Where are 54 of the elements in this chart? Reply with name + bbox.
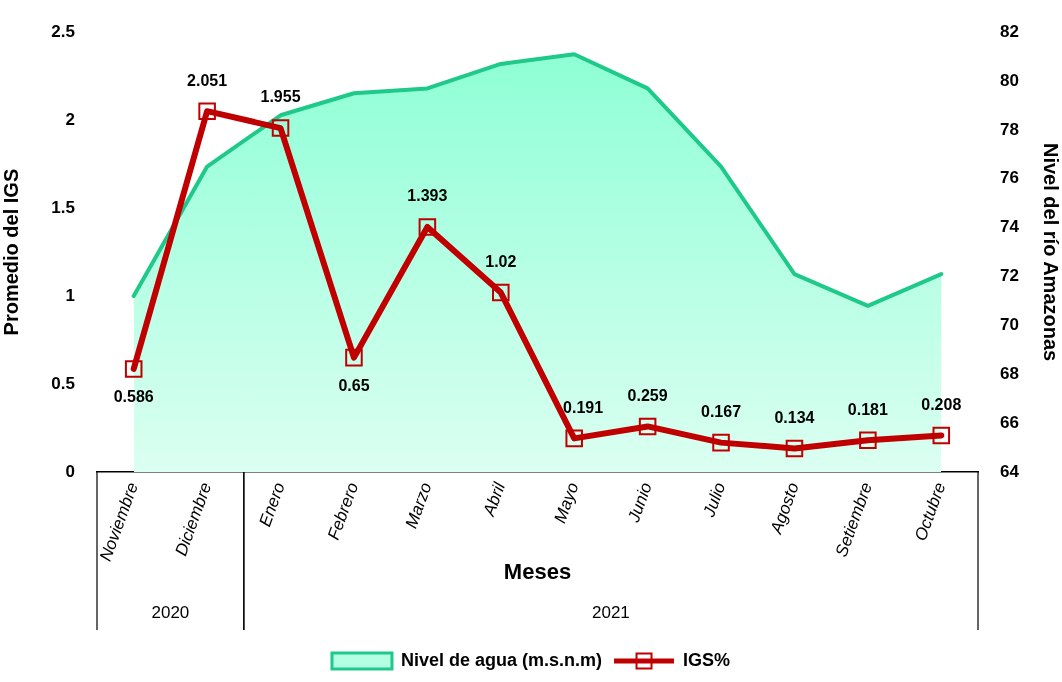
y2-tick-label: 66 xyxy=(1000,412,1019,432)
x-tick-label: Enero xyxy=(255,479,289,530)
y-tick-label: 2.5 xyxy=(51,21,75,41)
point xyxy=(712,433,730,452)
x-tick-label: Abril xyxy=(479,478,510,520)
point xyxy=(932,426,951,445)
x-tick-label: Mayo xyxy=(550,479,583,526)
point xyxy=(785,439,804,458)
point xyxy=(492,283,510,302)
data-label: 0.586 xyxy=(113,388,154,406)
data-label: 1.02 xyxy=(485,252,517,270)
y-tick-label: 1.5 xyxy=(51,197,75,217)
y-tick-label: 0.5 xyxy=(51,373,75,393)
data-label: 0.134 xyxy=(774,408,815,426)
point xyxy=(198,102,216,120)
y-tick-label: 2 xyxy=(65,109,75,129)
text: 2020 xyxy=(151,602,190,622)
y-tick-label: 0 xyxy=(65,461,75,481)
y2-tick-label: 64 xyxy=(1000,461,1020,481)
y2-tick-label: 78 xyxy=(1000,119,1019,139)
y2-tick-label: 70 xyxy=(1000,315,1019,335)
point xyxy=(418,218,437,236)
point xyxy=(638,417,657,436)
point xyxy=(345,348,363,367)
legend-label: Nivel de agua (m.s.n.m) xyxy=(400,649,603,670)
data-label: 0.181 xyxy=(847,400,888,418)
point xyxy=(271,119,290,137)
data-label: 0.208 xyxy=(921,395,962,413)
point xyxy=(565,429,583,448)
y2-tick-label: 80 xyxy=(1000,70,1019,90)
point xyxy=(859,431,877,449)
y2-tick-label: 82 xyxy=(1000,21,1019,41)
y-axis-title: Promedio del IGS xyxy=(0,168,22,336)
y-tick-label: 1 xyxy=(65,285,75,305)
y2-tick-label: 74 xyxy=(1000,217,1020,237)
y2-tick-label: 68 xyxy=(1000,363,1019,383)
data-label: 0.65 xyxy=(338,377,370,395)
x-tick-label: Junio xyxy=(623,479,656,526)
y2-tick-label: 72 xyxy=(1000,266,1019,286)
data-label: 0.191 xyxy=(563,398,604,416)
x-tick-label: Marzo xyxy=(401,479,436,531)
data-label: 0.167 xyxy=(701,403,742,421)
y2-axis-title: Nivel del río Amazonas xyxy=(1040,142,1062,362)
x-axis-title: Meses xyxy=(503,559,572,585)
y2-tick-label: 76 xyxy=(1000,168,1019,188)
x-tick-label: Agosto xyxy=(766,479,803,538)
data-label: 2.051 xyxy=(187,71,228,89)
data-label: 1.955 xyxy=(260,88,301,106)
data-label: 1.393 xyxy=(407,187,448,205)
text: 2021 xyxy=(592,602,630,622)
legend-label: IGS% xyxy=(683,649,731,670)
data-label: 0.259 xyxy=(627,386,668,404)
point xyxy=(124,360,143,378)
x-tick-label: Julio xyxy=(699,479,730,521)
